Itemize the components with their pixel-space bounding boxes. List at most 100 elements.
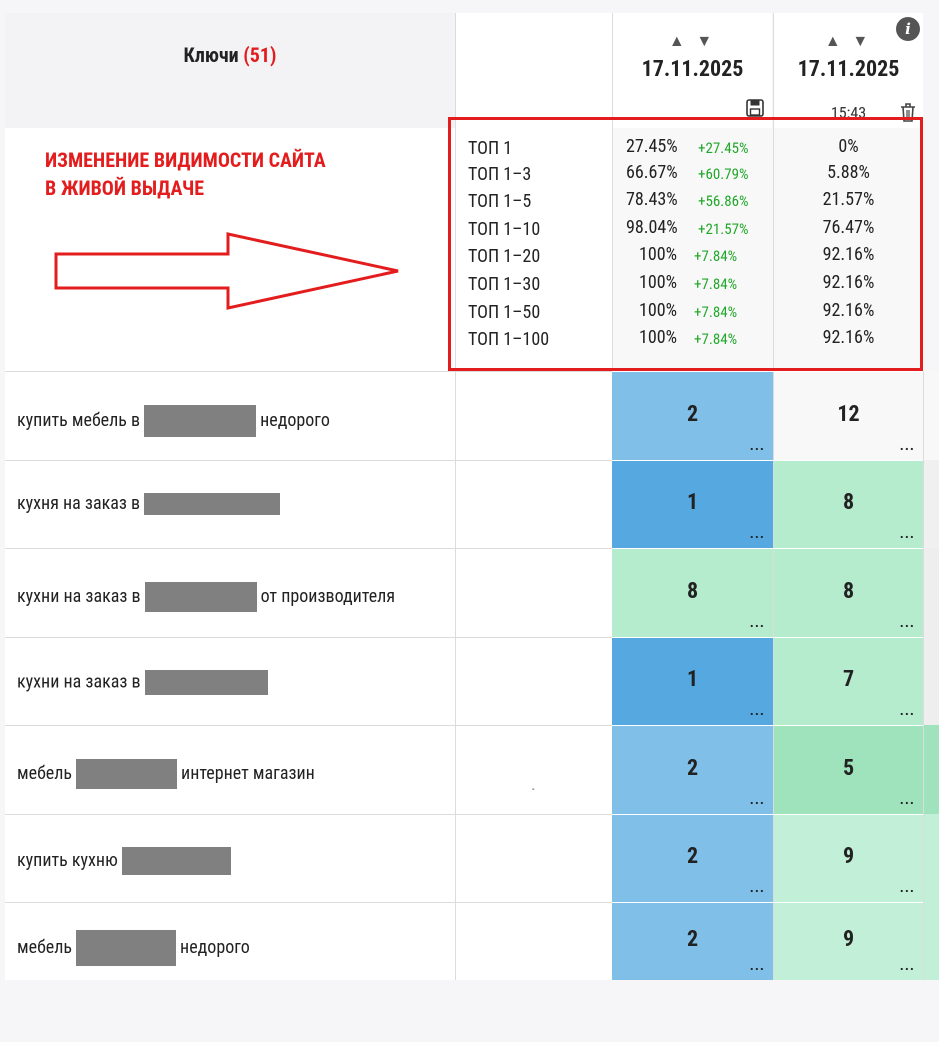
top-delta: +7.84% [694,303,738,321]
keyword-row[interactable]: мебель интернет магазин [5,725,455,814]
top-label: ТОП 1–100 [468,329,550,350]
top-label: ТОП 1–50 [468,302,541,323]
more-icon[interactable]: ... [749,438,765,454]
top-label: ТОП 1–5 [468,191,532,212]
position-value: 8 [842,490,855,515]
top-value: 92.16% [822,244,875,265]
position-cell-1[interactable]: 2... [612,725,773,814]
position-value: 2 [686,844,699,869]
keyword-text: мебель интернет магазин [17,758,315,789]
next-column-edge [923,371,939,460]
more-icon[interactable]: ... [749,958,765,974]
top-value: 0% [838,136,859,157]
top-value: 27.45% [626,136,678,157]
keyword-suffix: интернет магазин [181,762,315,784]
more-icon[interactable]: ... [749,526,765,542]
more-icon[interactable]: ... [899,703,915,719]
position-cell-1[interactable]: 1... [612,460,773,548]
keyword-prefix: мебель [17,762,73,784]
position-cell-2[interactable]: 7... [773,637,923,725]
more-icon[interactable]: ... [749,703,765,719]
empty-cell: - [455,725,612,814]
keyword-text: кухни на заказ в от производителя [17,581,396,612]
more-icon[interactable]: ... [899,438,915,454]
annotation-line-2: В ЖИВОЙ ВЫДАЧЕ [45,176,205,200]
column-date: 17.11.2025 [641,57,744,82]
position-cell-2[interactable]: 12... [773,371,923,460]
top-label: ТОП 1–30 [468,274,541,295]
more-icon[interactable]: ... [899,880,915,896]
empty-cell [455,637,612,725]
empty-cell [455,814,612,902]
keyword-text: мебель недорого [17,930,250,966]
top-label: ТОП 1–3 [468,164,532,185]
sort-arrows[interactable]: ▲ ▼ [824,31,873,50]
top-delta: +56.86% [698,192,749,210]
position-value: 7 [842,667,855,692]
top-value: 100% [639,244,678,265]
save-icon[interactable] [746,99,764,117]
keyword-row[interactable]: кухни на заказ в от производителя [5,548,455,637]
next-column-edge [923,548,939,637]
empty-cell [455,548,612,637]
redacted-block [76,930,177,966]
sort-arrows[interactable]: ▲ ▼ [668,31,717,50]
summary-column-1: 27.45% +27.45% 66.67% +60.79% 78.43% +56.86% 9… [612,128,773,371]
highlight-frame [448,117,923,371]
position-cell-2[interactable]: 9... [773,814,923,902]
empty-cell [455,371,612,460]
keyword-row[interactable]: кухня на заказ в [5,460,455,548]
more-icon[interactable]: ... [749,792,765,808]
more-icon[interactable]: ... [899,958,915,974]
position-cell-2[interactable]: 8... [773,460,923,548]
position-cell-1[interactable]: 8... [612,548,773,637]
next-column-edge [923,725,939,814]
position-value: 1 [686,490,699,515]
next-column-edge [923,637,939,725]
more-icon[interactable]: ... [899,526,915,542]
position-value: 8 [686,578,699,604]
more-icon[interactable]: ... [749,615,765,631]
keys-header: Ключи (51) [5,13,455,128]
keyword-suffix: недорого [180,936,250,958]
top-value: 92.16% [822,300,875,321]
more-icon[interactable]: ... [899,615,915,631]
info-icon[interactable]: i [896,17,920,41]
more-icon[interactable]: ... [899,792,915,808]
keyword-row[interactable]: купить кухню [5,814,455,902]
keys-count: (51) [243,43,277,67]
keyword-prefix: мебель [17,936,73,958]
top-value: 92.16% [822,327,875,348]
position-cell-2[interactable]: 5... [773,725,923,814]
summary-labels: ТОП 1 ТОП 1–3 ТОП 1–5 ТОП 1–10 ТОП 1–20 ТОП 1… [455,128,612,371]
redacted-block [76,758,178,789]
position-value: 2 [686,927,699,952]
top-value: 98.04% [626,217,678,238]
keyword-row[interactable]: мебель недорого [5,902,455,980]
keys-title[interactable]: Ключи (51) [5,43,455,67]
position-value: 12 [837,401,860,427]
redacted-block [144,493,281,516]
position-value: 5 [842,755,855,781]
top-value: 78.43% [626,189,678,210]
trash-icon[interactable] [897,101,919,123]
keyword-suffix: от производителя [260,585,396,607]
marker: - [532,784,535,795]
position-cell-2[interactable]: 9... [773,902,923,980]
keyword-row[interactable]: кухни на заказ в [5,637,455,725]
position-cell-1[interactable]: 2... [612,371,773,460]
keyword-text: купить мебель в недорого [17,404,330,437]
position-cell-2[interactable]: 8... [773,548,923,637]
keyword-prefix: купить мебель в [17,409,141,431]
position-cell-1[interactable]: 1... [612,637,773,725]
keyword-row[interactable]: купить мебель в недорого [5,371,455,460]
keyword-suffix: недорого [260,409,330,431]
summary-column-2: 0% 5.88% 21.57% 76.47% 92.16% 92.16% 92.16% 92.… [773,128,923,371]
keyword-prefix: купить кухню [17,849,118,871]
annotation-line-1: ИЗМЕНЕНИЕ ВИДИМОСТИ САЙТА [45,148,326,172]
position-cell-1[interactable]: 2... [612,814,773,902]
redacted-block [144,581,257,612]
more-icon[interactable]: ... [749,880,765,896]
position-value: 1 [686,667,699,692]
position-cell-1[interactable]: 2... [612,902,773,980]
